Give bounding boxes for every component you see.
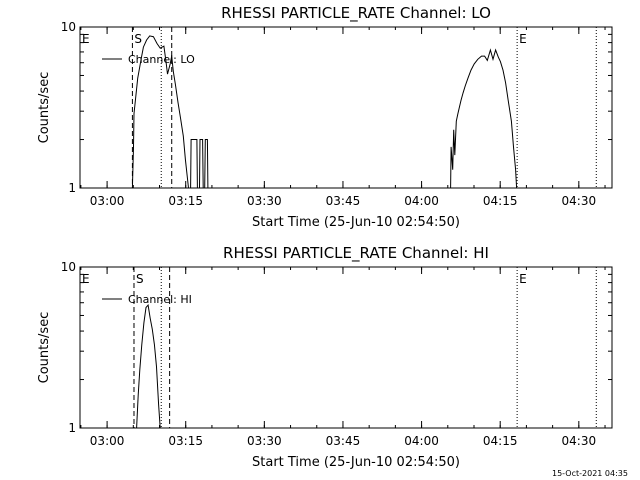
x-tick-label: 04:30 — [562, 434, 597, 448]
x-tick-label: 04:30 — [562, 194, 597, 208]
event-marker-label: S — [136, 272, 144, 286]
x-tick-label: 03:45 — [326, 194, 361, 208]
x-axis-label: Start Time (25-Jun-10 02:54:50) — [252, 455, 460, 470]
y-axis-label: Counts/sec — [37, 72, 52, 144]
y-axis-label: Counts/sec — [37, 312, 52, 384]
y-tick-label: 10 — [61, 20, 76, 34]
event-marker-label: E — [82, 32, 90, 46]
legend: Channel: LO — [102, 53, 195, 66]
legend-entry: Channel: LO — [128, 53, 195, 66]
chart-panel-2: RHESSI PARTICLE_RATE Channel: HI 03:00 03:… — [37, 244, 613, 470]
chart-panel-1: RHESSI PARTICLE_RATE Channel: LO 03:00 03:… — [37, 4, 613, 230]
x-tick-label: 03:30 — [247, 434, 282, 448]
series-line-channel-lo — [80, 35, 612, 189]
event-marker-label: E — [519, 32, 527, 46]
x-tick-label: 03:30 — [247, 194, 282, 208]
chart-title: RHESSI PARTICLE_RATE Channel: HI — [223, 244, 489, 263]
x-tick-label: 04:00 — [404, 194, 439, 208]
x-tick-label: 04:00 — [404, 434, 439, 448]
timestamp: 15-Oct-2021 04:35 — [552, 469, 628, 478]
series-line-channel-hi — [80, 303, 612, 429]
y-tick-label: 1 — [68, 421, 76, 435]
event-marker-label: S — [134, 32, 142, 46]
x-tick-label: 04:15 — [483, 434, 518, 448]
x-tick-label: 03:15 — [168, 194, 203, 208]
legend-entry: Channel: HI — [128, 293, 192, 306]
x-axis-label: Start Time (25-Jun-10 02:54:50) — [252, 215, 460, 230]
chart-title: RHESSI PARTICLE_RATE Channel: LO — [221, 4, 491, 23]
x-tick-label: 03:00 — [90, 194, 125, 208]
legend: Channel: HI — [102, 293, 192, 306]
x-tick-label: 03:00 — [90, 434, 125, 448]
x-tick-label: 03:15 — [168, 434, 203, 448]
y-tick-label: 1 — [68, 181, 76, 195]
event-marker-label: E — [82, 272, 90, 286]
event-marker-label: E — [519, 272, 527, 286]
x-tick-label: 03:45 — [326, 434, 361, 448]
y-tick-label: 10 — [61, 260, 76, 274]
x-tick-label: 04:15 — [483, 194, 518, 208]
